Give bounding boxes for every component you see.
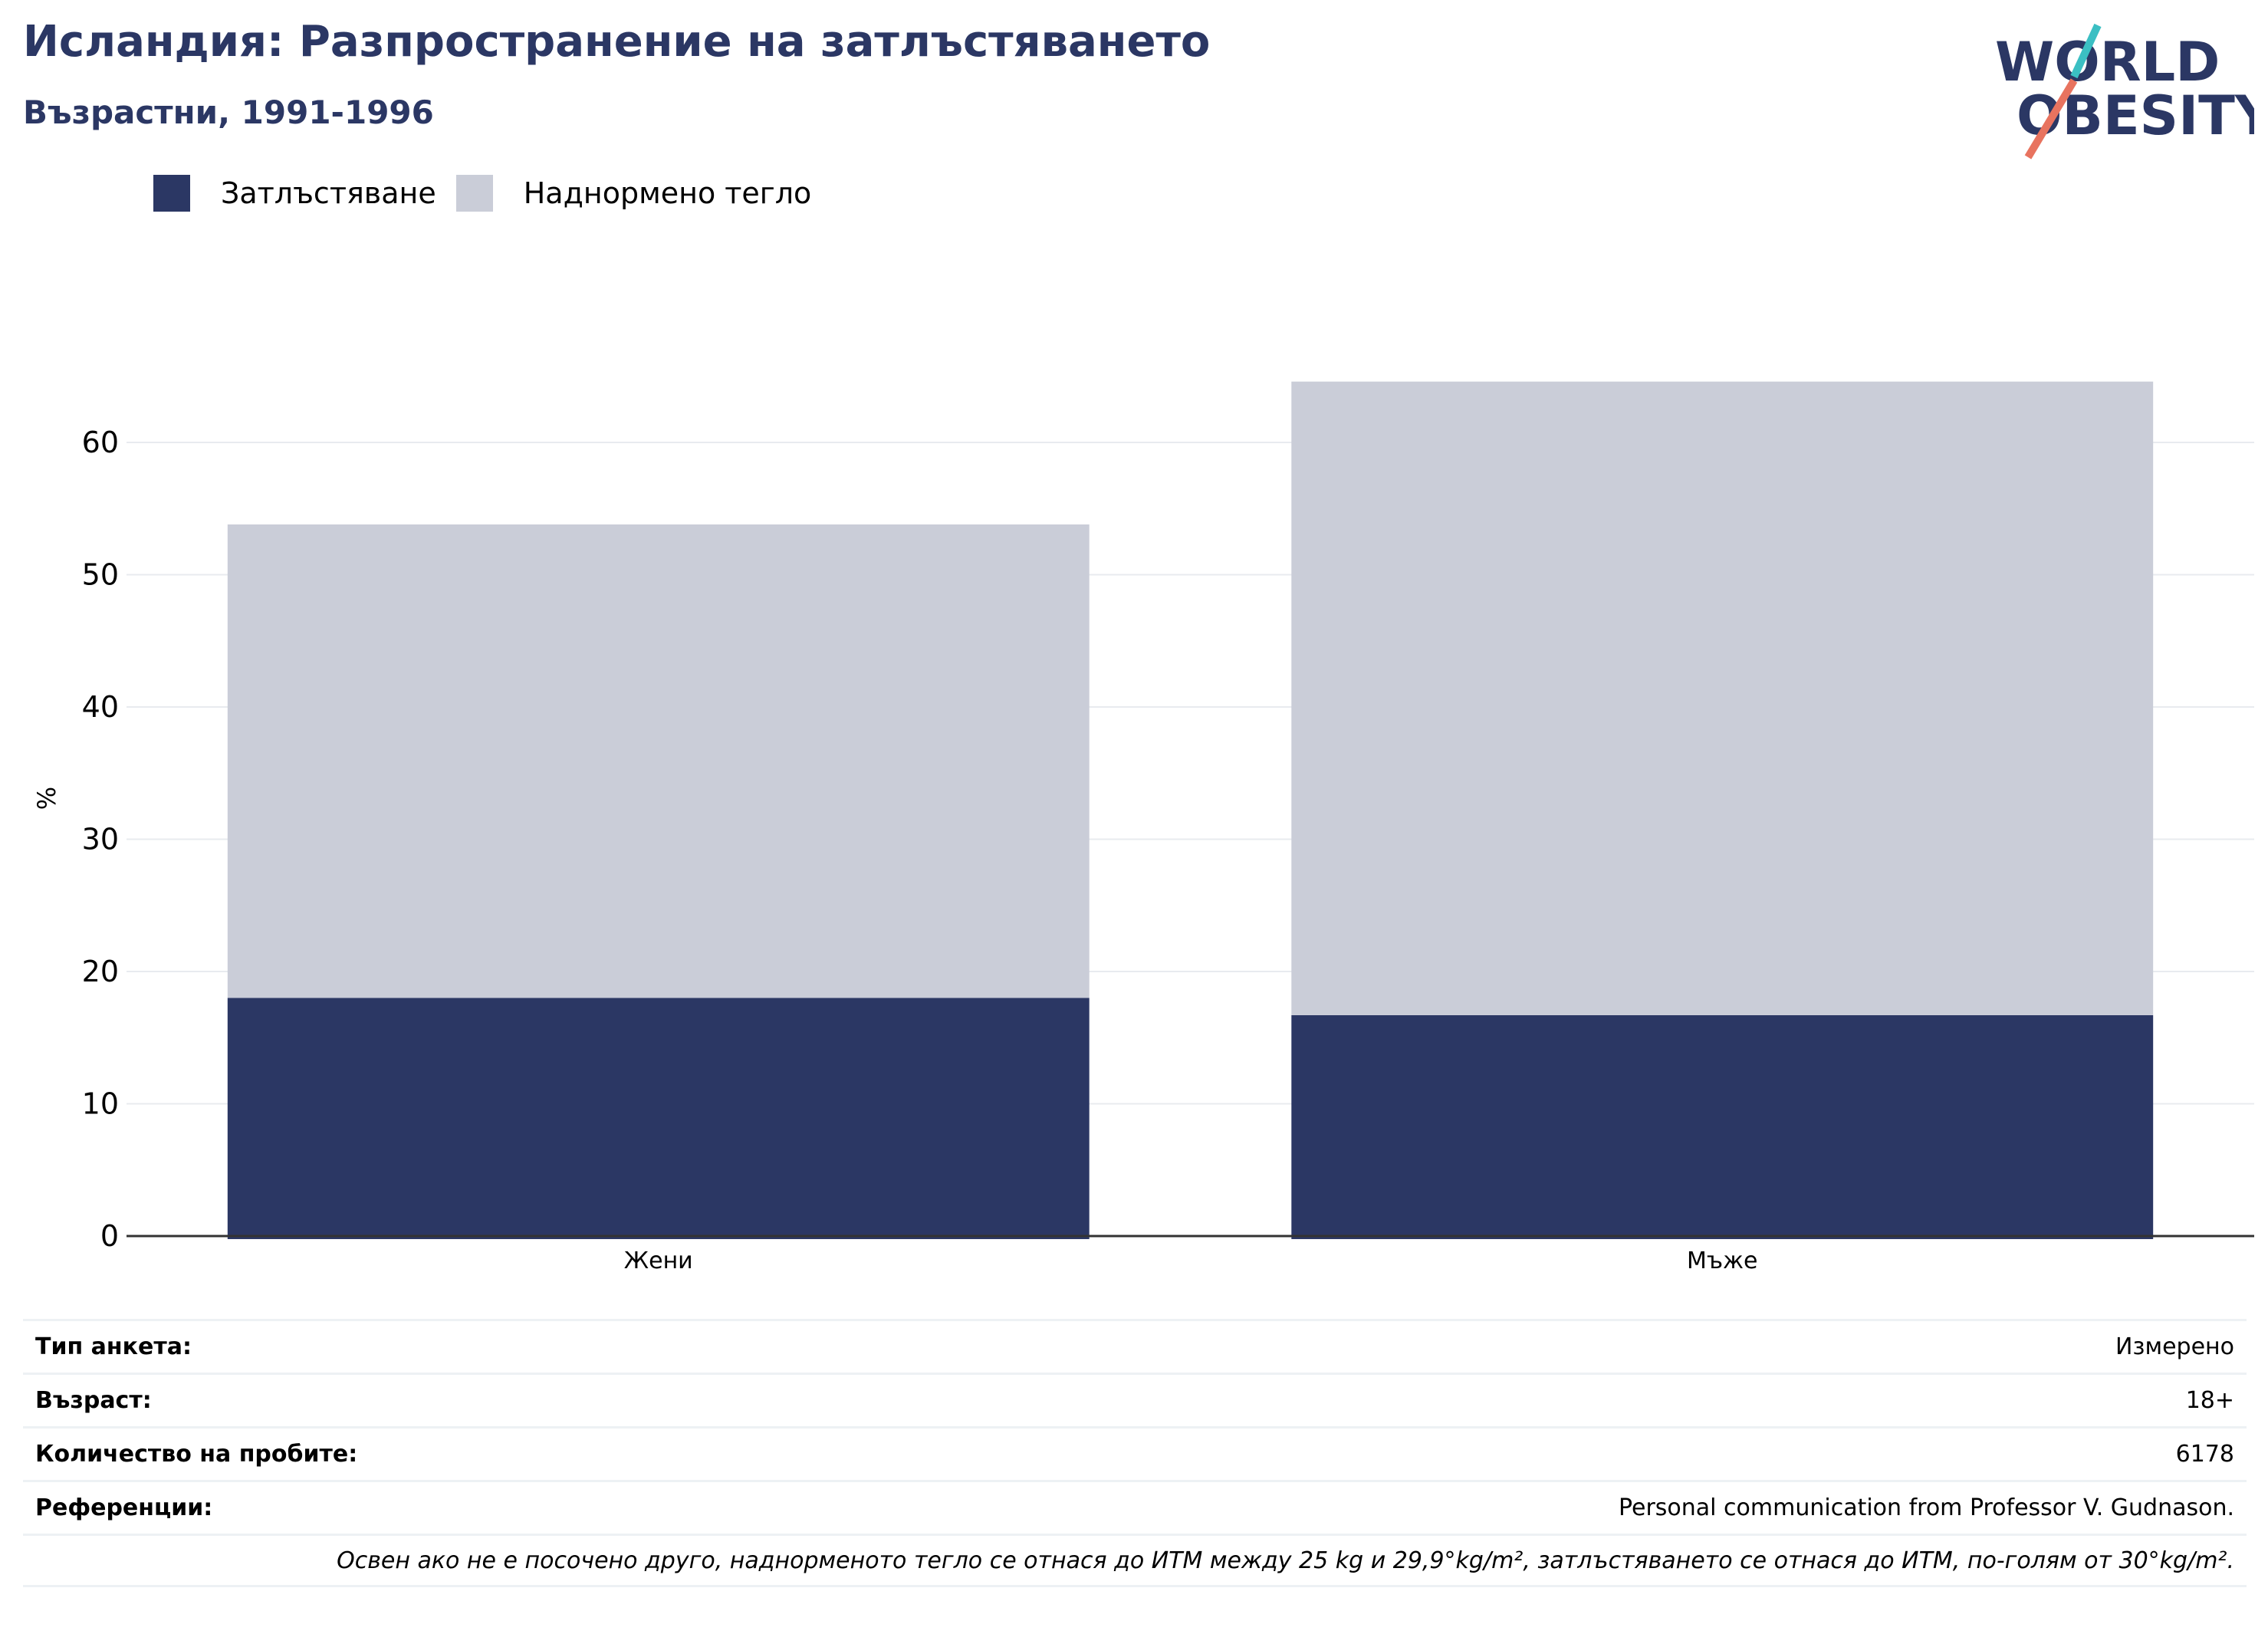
x-tick-label: Мъже bbox=[1687, 1248, 1758, 1274]
info-value: 18+ bbox=[2185, 1387, 2234, 1414]
logo-slash-teal bbox=[2070, 23, 2102, 79]
y-tick-label: 0 bbox=[100, 1219, 119, 1253]
info-row-references: Референции: Personal communication from … bbox=[23, 1480, 2247, 1534]
y-tick-label: 50 bbox=[82, 558, 119, 592]
world-obesity-logo: WORLD OBESITY bbox=[1995, 23, 2254, 159]
legend-swatch-obesity bbox=[153, 175, 190, 212]
chart-title: Исландия: Разпространение на затлъстяван… bbox=[23, 17, 1211, 67]
bar-obesity bbox=[1291, 1014, 2154, 1239]
info-label: Тип анкета: bbox=[35, 1333, 192, 1360]
chart-legend: Затлъстяване Наднормено тегло bbox=[153, 175, 831, 212]
info-label: Възраст: bbox=[35, 1387, 152, 1414]
y-tick-label: 10 bbox=[82, 1087, 119, 1121]
legend-label-overweight: Наднормено тегло bbox=[523, 176, 812, 210]
logo-slash-red bbox=[2024, 78, 2078, 159]
info-label: Референции: bbox=[35, 1494, 213, 1521]
info-row-age: Възраст: 18+ bbox=[23, 1373, 2247, 1426]
y-tick-label: 40 bbox=[82, 690, 119, 724]
x-tick-label: Жени bbox=[624, 1248, 693, 1274]
bar-overweight bbox=[1291, 381, 2154, 1015]
bar-overweight bbox=[227, 524, 1090, 998]
info-value: Измерено bbox=[2115, 1333, 2234, 1360]
info-note-row: Освен ако не е посочено друго, наднормен… bbox=[23, 1534, 2247, 1587]
legend-swatch-overweight bbox=[455, 175, 493, 212]
bar-obesity bbox=[227, 998, 1090, 1239]
y-axis-label: % bbox=[32, 787, 61, 810]
info-value: Personal communication from Professor V.… bbox=[1618, 1494, 2234, 1521]
info-note: Освен ако не е посочено друго, наднормен… bbox=[337, 1547, 2234, 1574]
y-tick-label: 30 bbox=[82, 823, 119, 856]
legend-label-obesity: Затлъстяване bbox=[221, 176, 436, 210]
chart-subtitle: Възрастни, 1991-1996 bbox=[23, 94, 434, 131]
info-row-sample-size: Количество на пробите: 6178 bbox=[23, 1426, 2247, 1480]
info-row-survey-type: Тип анкета: Измерено bbox=[23, 1319, 2247, 1373]
info-table: Тип анкета: Измерено Възраст: 18+ Количе… bbox=[23, 1319, 2247, 1587]
y-tick-label: 20 bbox=[82, 955, 119, 988]
y-tick-label: 60 bbox=[82, 426, 119, 459]
info-label: Количество на пробите: bbox=[35, 1441, 358, 1468]
stacked-bar-chart: 0 10 20 30 40 50 60% Жени Мъже bbox=[32, 381, 2254, 1274]
info-value: 6178 bbox=[2175, 1441, 2234, 1468]
logo-line1: WORLD bbox=[1995, 31, 2220, 94]
